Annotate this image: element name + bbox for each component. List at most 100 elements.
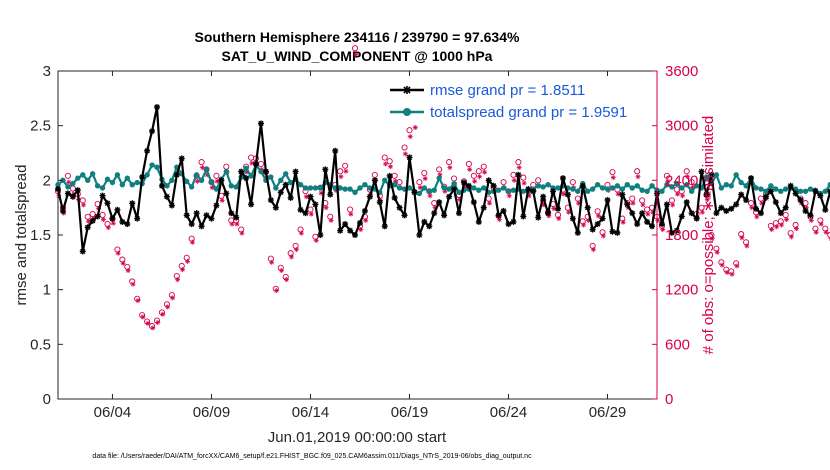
rmse-point — [465, 182, 472, 189]
rmse-point — [302, 210, 309, 217]
totalspread-point — [382, 177, 388, 184]
obs-possible-point — [436, 166, 443, 173]
totalspread-point — [510, 187, 517, 193]
totalspread-point — [406, 185, 413, 191]
obs-assimilated-point — [387, 164, 393, 170]
rmse-point — [347, 227, 354, 234]
rmse-point — [154, 104, 161, 111]
rmse-point — [678, 213, 685, 220]
rmse-point — [777, 210, 784, 217]
rmse-point — [139, 174, 146, 181]
obs-possible-point — [446, 159, 453, 166]
rmse-point — [470, 199, 477, 206]
totalspread-point — [362, 182, 368, 188]
rmse-point — [104, 200, 111, 207]
obs-possible-point — [342, 162, 349, 169]
totalspread-point — [391, 182, 398, 188]
totalspread-point — [75, 175, 81, 181]
obs-assimilated-point — [670, 202, 676, 208]
obs-assimilated-point — [556, 216, 562, 222]
obs-assimilated-point — [239, 230, 245, 236]
totalspread-point — [65, 184, 71, 190]
rmse-point — [619, 191, 626, 198]
totalspread-point — [679, 185, 685, 191]
rmse-point — [827, 188, 830, 195]
totalspread-point — [149, 162, 155, 168]
rmse-point — [188, 221, 195, 228]
obs-assimilated-point — [402, 151, 408, 157]
obs-assimilated-point — [590, 247, 596, 253]
obs-assimilated-point — [699, 209, 705, 215]
rmse-point — [550, 188, 557, 195]
obs-possible-point — [406, 127, 413, 134]
rmse-point — [262, 168, 269, 175]
rmse-point — [114, 206, 121, 213]
totalspread-point — [758, 186, 764, 192]
rmse-point — [257, 120, 264, 127]
y-left-tick-label: 1 — [43, 282, 51, 299]
obs-possible-point — [198, 159, 205, 166]
obs-assimilated-point — [739, 235, 745, 241]
totalspread-point — [674, 180, 680, 187]
totalspread-point — [89, 171, 96, 177]
x-tick-label: 06/09 — [193, 404, 231, 421]
rmse-point — [381, 223, 388, 230]
y-left-tick-label: 1.5 — [30, 227, 51, 244]
totalspread-point — [807, 186, 814, 192]
totalspread-point — [471, 185, 477, 191]
obs-assimilated-point — [185, 258, 191, 264]
rmse-point — [658, 221, 665, 228]
obs-assimilated-point — [521, 180, 527, 186]
obs-assimilated-point — [180, 267, 186, 273]
rmse-point — [173, 171, 180, 178]
y-left-tick-label: 2 — [43, 172, 51, 189]
obs-possible-point — [213, 172, 220, 179]
rmse-point — [530, 188, 537, 195]
legend-rmse-marker — [403, 86, 411, 94]
rmse-point — [574, 229, 581, 236]
rmse-point — [322, 166, 329, 173]
obs-assimilated-point — [219, 197, 225, 203]
obs-assimilated-point — [422, 176, 428, 182]
totalspread-point — [609, 185, 616, 191]
y-right-tick-label: 1800 — [665, 227, 698, 244]
rmse-point — [223, 190, 230, 197]
obs-assimilated-point — [407, 134, 413, 140]
totalspread-point — [55, 182, 61, 188]
rmse-point — [490, 182, 497, 189]
rmse-point — [282, 181, 289, 188]
rmse-point — [753, 205, 760, 212]
rmse-point — [564, 191, 571, 198]
totalspread-point — [193, 172, 200, 178]
rmse-point — [673, 227, 680, 234]
rmse-point — [733, 201, 740, 208]
data-file-footer: data file: /Users/raeder/DAI/ATM_forcXX/… — [92, 453, 532, 460]
obs-assimilated-point — [348, 211, 354, 217]
obs-assimilated-point — [620, 219, 626, 225]
rmse-point — [277, 189, 284, 196]
obs-possible-point — [307, 206, 314, 213]
rmse-point — [436, 199, 443, 206]
obs-possible-point — [347, 206, 354, 213]
totalspread-point — [629, 185, 635, 191]
obs-possible-point — [594, 208, 601, 215]
obs-assimilated-point — [516, 165, 522, 171]
totalspread-point — [822, 188, 829, 194]
y-left-tick-label: 2.5 — [30, 118, 51, 135]
rmse-point — [797, 197, 804, 204]
obs-possible-point — [569, 179, 576, 186]
rmse-point — [718, 204, 725, 211]
rmse-point — [272, 204, 279, 211]
obs-assimilated-point — [477, 174, 483, 180]
totalspread-point — [243, 165, 249, 172]
obs-assimilated-point — [155, 319, 161, 325]
rmse-point — [693, 215, 700, 222]
rmse-point — [812, 188, 819, 195]
totalspread-point — [659, 188, 665, 194]
totalspread-point — [223, 168, 230, 175]
totalspread-point — [164, 183, 170, 189]
rmse-point — [119, 218, 126, 225]
totalspread-point — [589, 186, 596, 192]
rmse-point — [59, 207, 66, 214]
rmse-point — [124, 221, 131, 228]
